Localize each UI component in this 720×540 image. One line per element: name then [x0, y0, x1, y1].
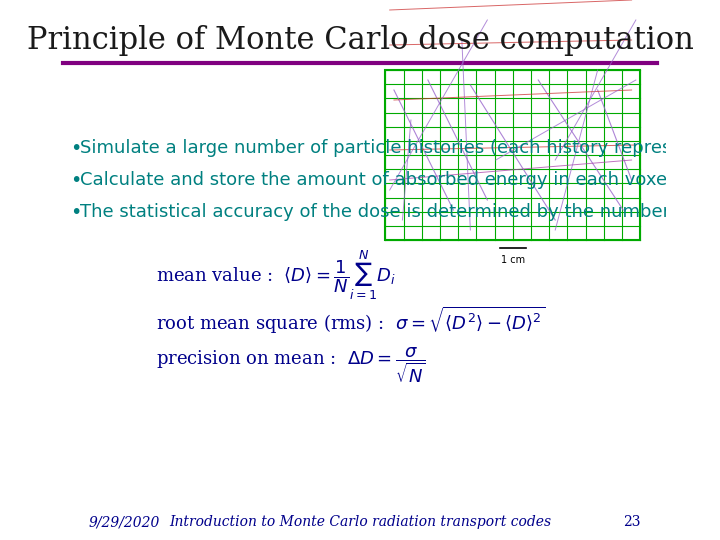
Text: •: • — [70, 138, 81, 158]
Text: Simulate a large number of particle histories (each history represents 1 primary: Simulate a large number of particle hist… — [80, 139, 720, 157]
Bar — [385, 70, 640, 240]
Text: mean value :  $\langle D \rangle = \dfrac{1}{N} \sum_{i=1}^{N} D_i$: mean value : $\langle D \rangle = \dfrac… — [156, 248, 396, 302]
Text: The statistical accuracy of the dose is determined by the number of particle his: The statistical accuracy of the dose is … — [80, 203, 720, 221]
Text: root mean square (rms) :  $\sigma = \sqrt{\langle D^2 \rangle - \langle D \rangl: root mean square (rms) : $\sigma = \sqrt… — [156, 305, 546, 335]
Text: 1 cm: 1 cm — [500, 255, 525, 265]
Text: Calculate and store the amount of absorbed energy in each voxel for each history: Calculate and store the amount of absorb… — [80, 171, 720, 189]
Text: •: • — [70, 202, 81, 221]
Text: Introduction to Monte Carlo radiation transport codes: Introduction to Monte Carlo radiation tr… — [169, 515, 551, 529]
Text: precision on mean :  $\Delta D = \dfrac{\sigma}{\sqrt{N}}$: precision on mean : $\Delta D = \dfrac{\… — [156, 345, 426, 385]
Text: Principle of Monte Carlo dose computation: Principle of Monte Carlo dose computatio… — [27, 24, 693, 56]
Text: •: • — [70, 171, 81, 190]
Text: 23: 23 — [623, 515, 640, 529]
Text: 9/29/2020: 9/29/2020 — [89, 515, 160, 529]
